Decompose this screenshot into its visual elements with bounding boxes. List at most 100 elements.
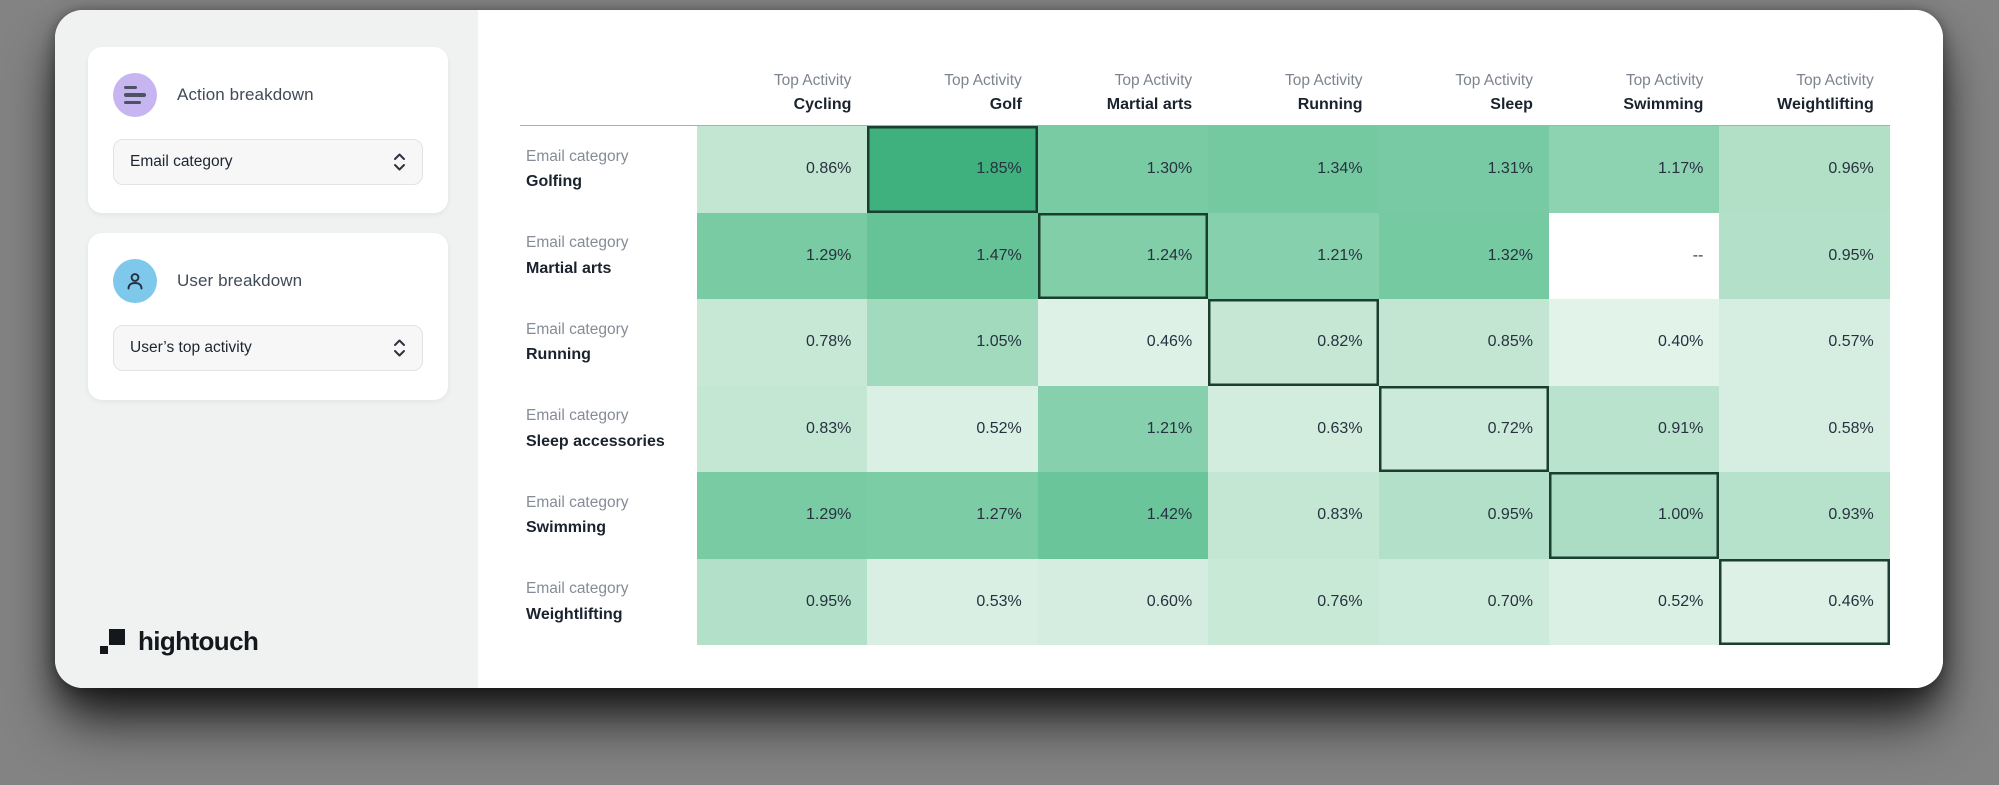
hightouch-logo: hightouch	[100, 626, 259, 657]
heatmap-cell[interactable]: 1.17%	[1548, 126, 1720, 213]
heatmap: Top Activity Cycling Top Activity Golf Top A…	[520, 45, 1890, 645]
column-header: Top Activity Martial arts	[1037, 45, 1209, 126]
row-header-prefix: Email category	[526, 407, 629, 424]
row-header-name: Sleep accessories	[526, 432, 665, 450]
dashboard-card: Action breakdown Email category User br	[55, 10, 1943, 688]
row-header: Email category Martial arts	[520, 212, 697, 299]
user-breakdown-dropdown[interactable]: User’s top activity	[113, 325, 423, 371]
column-header-prefix: Top Activity	[944, 71, 1022, 89]
heatmap-cell[interactable]: 0.93%	[1719, 472, 1890, 559]
action-breakdown-title: Action breakdown	[177, 85, 314, 104]
column-header-name: Weightlifting	[1777, 96, 1874, 113]
user-breakdown-dropdown-value: User’s top activity	[130, 339, 252, 356]
heatmap-cell[interactable]: 0.95%	[697, 558, 868, 645]
column-header: Top Activity Weightlifting	[1719, 45, 1890, 126]
heatmap-cell[interactable]: 1.32%	[1378, 212, 1549, 299]
heatmap-cell[interactable]: 1.29%	[697, 472, 868, 559]
column-header: Top Activity Swimming	[1548, 45, 1720, 126]
column-header-name: Golf	[989, 96, 1022, 113]
user-breakdown-title: User breakdown	[177, 271, 303, 290]
heatmap-cell[interactable]: 1.29%	[697, 212, 868, 299]
heatmap-cell[interactable]: 0.46%	[1037, 299, 1209, 386]
hightouch-logo-icon	[100, 629, 125, 654]
row-header-name: Golfing	[526, 173, 582, 190]
heatmap-cell[interactable]: 0.46%	[1719, 558, 1890, 645]
column-header: Top Activity Sleep	[1378, 45, 1549, 126]
heatmap-cell[interactable]: 0.57%	[1719, 299, 1890, 386]
sidebar: Action breakdown Email category User br	[55, 10, 478, 688]
heatmap-cell[interactable]: 0.78%	[697, 299, 868, 386]
bars-icon	[113, 73, 157, 117]
column-header: Top Activity Running	[1208, 45, 1379, 126]
person-icon	[113, 259, 157, 303]
column-header-prefix: Top Activity	[773, 71, 852, 89]
row-header: Email category Weightlifting	[520, 558, 697, 645]
heatmap-cell[interactable]: 0.96%	[1719, 126, 1890, 213]
heatmap-cell[interactable]: 0.52%	[867, 385, 1038, 472]
column-header-prefix: Top Activity	[1114, 71, 1193, 89]
heatmap-cell[interactable]: 1.85%	[867, 126, 1038, 213]
main-area: Top Activity Cycling Top Activity Golf Top A…	[478, 10, 1943, 688]
heatmap-cell[interactable]: 0.60%	[1037, 558, 1209, 645]
row-header: Email category Swimming	[520, 472, 697, 559]
heatmap-cell[interactable]: 1.47%	[867, 212, 1038, 299]
heatmap-cell[interactable]: 0.70%	[1378, 558, 1549, 645]
column-header-prefix: Top Activity	[1796, 71, 1874, 89]
heatmap-cell[interactable]: 0.72%	[1378, 385, 1549, 472]
column-header-prefix: Top Activity	[1455, 71, 1533, 89]
heatmap-cell[interactable]: 1.21%	[1208, 212, 1379, 299]
user-breakdown-panel: User breakdown User’s top activity	[88, 233, 448, 400]
row-header: Email category Sleep accessories	[520, 385, 697, 472]
row-header: Email category Golfing	[520, 126, 697, 213]
heatmap-cell[interactable]: 1.30%	[1037, 126, 1209, 213]
heatmap-cell[interactable]: 0.52%	[1548, 558, 1720, 645]
row-header-name: Running	[526, 346, 591, 363]
column-header: Top Activity Golf	[867, 45, 1038, 126]
heatmap-cell[interactable]: 1.34%	[1208, 126, 1379, 213]
heatmap-cell[interactable]: 0.58%	[1719, 385, 1890, 472]
heatmap-cell[interactable]: 1.42%	[1037, 472, 1209, 559]
action-breakdown-panel: Action breakdown Email category	[88, 47, 448, 213]
row-header-prefix: Email category	[526, 580, 629, 597]
heatmap-cell[interactable]: 0.95%	[1378, 472, 1549, 559]
row-header-name: Swimming	[526, 519, 607, 536]
heatmap-cell[interactable]: --	[1548, 212, 1720, 299]
row-header-prefix: Email category	[526, 493, 629, 511]
heatmap-cell[interactable]: 1.00%	[1548, 472, 1720, 559]
row-header-prefix: Email category	[526, 320, 629, 338]
heatmap-cell[interactable]: 0.91%	[1548, 385, 1720, 472]
row-header: Email category Running	[520, 299, 697, 386]
column-header-name: Martial arts	[1106, 96, 1193, 113]
column-header: Top Activity Cycling	[697, 45, 868, 126]
column-header-prefix: Top Activity	[1285, 71, 1363, 89]
heatmap-cell[interactable]: 0.83%	[697, 385, 868, 472]
heatmap-cell[interactable]: 1.21%	[1037, 385, 1209, 472]
row-header-name: Martial arts	[526, 259, 612, 277]
heatmap-cell[interactable]: 0.76%	[1208, 558, 1379, 645]
row-header-name: Weightlifting	[526, 605, 623, 623]
heatmap-corner	[520, 45, 697, 126]
heatmap-cell[interactable]: 0.40%	[1548, 299, 1720, 386]
heatmap-cell[interactable]: 0.82%	[1208, 299, 1379, 386]
column-header-prefix: Top Activity	[1625, 71, 1704, 89]
heatmap-cell[interactable]: 0.86%	[697, 126, 868, 213]
chevron-up-down-icon	[394, 339, 405, 357]
column-header-name: Swimming	[1623, 96, 1704, 113]
row-header-prefix: Email category	[526, 234, 629, 251]
chevron-up-down-icon	[394, 153, 405, 171]
column-header-name: Running	[1297, 96, 1363, 113]
heatmap-cell[interactable]: 1.05%	[867, 299, 1038, 386]
heatmap-cell[interactable]: 0.85%	[1378, 299, 1549, 386]
heatmap-cell[interactable]: 0.83%	[1208, 472, 1379, 559]
heatmap-cell[interactable]: 0.63%	[1208, 385, 1379, 472]
action-breakdown-dropdown-value: Email category	[130, 153, 233, 170]
hightouch-logo-text: hightouch	[138, 626, 259, 656]
heatmap-cell[interactable]: 0.95%	[1719, 212, 1890, 299]
heatmap-cell[interactable]: 1.24%	[1037, 212, 1209, 299]
heatmap-cell[interactable]: 1.27%	[867, 472, 1038, 559]
action-breakdown-dropdown[interactable]: Email category	[113, 139, 423, 185]
row-header-prefix: Email category	[526, 147, 629, 165]
heatmap-cell[interactable]: 1.31%	[1378, 126, 1549, 213]
heatmap-cell[interactable]: 0.53%	[867, 558, 1038, 645]
column-header-name: Sleep	[1490, 96, 1533, 113]
